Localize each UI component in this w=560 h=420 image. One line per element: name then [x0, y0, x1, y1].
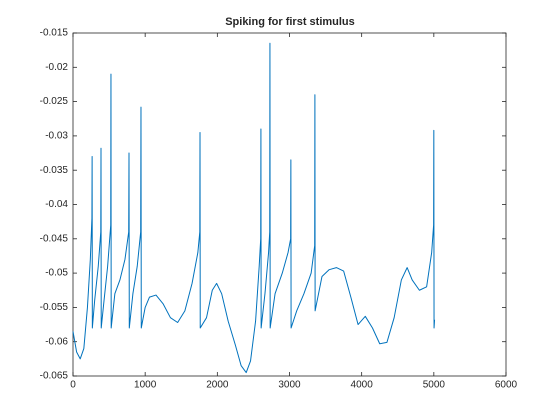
y-tick-label: -0.02	[45, 62, 68, 73]
axes-box	[72, 32, 507, 377]
y-tick-label: -0.035	[40, 165, 69, 176]
x-tick-label: 1000	[134, 380, 157, 391]
chart-title: Spiking for first stimulus	[225, 16, 355, 28]
y-tick-label: -0.06	[45, 336, 68, 347]
x-tick-label: 0	[70, 380, 76, 391]
y-tick-label: -0.05	[45, 268, 68, 279]
y-tick-label: -0.03	[45, 131, 68, 142]
x-tick-label: 3000	[278, 380, 301, 391]
y-tick-label: -0.025	[40, 96, 69, 107]
y-tick-label: -0.045	[40, 233, 69, 244]
y-tick-label: -0.065	[40, 371, 69, 382]
x-tick-label: 4000	[351, 380, 374, 391]
x-tick-label: 2000	[206, 380, 229, 391]
y-tick-label: -0.055	[40, 302, 69, 313]
line-series	[72, 42, 436, 374]
x-tick-label: 6000	[495, 380, 518, 391]
x-tick-label: 5000	[423, 380, 446, 391]
y-tick-label: -0.04	[45, 199, 68, 210]
y-tick-label: -0.015	[40, 28, 69, 39]
